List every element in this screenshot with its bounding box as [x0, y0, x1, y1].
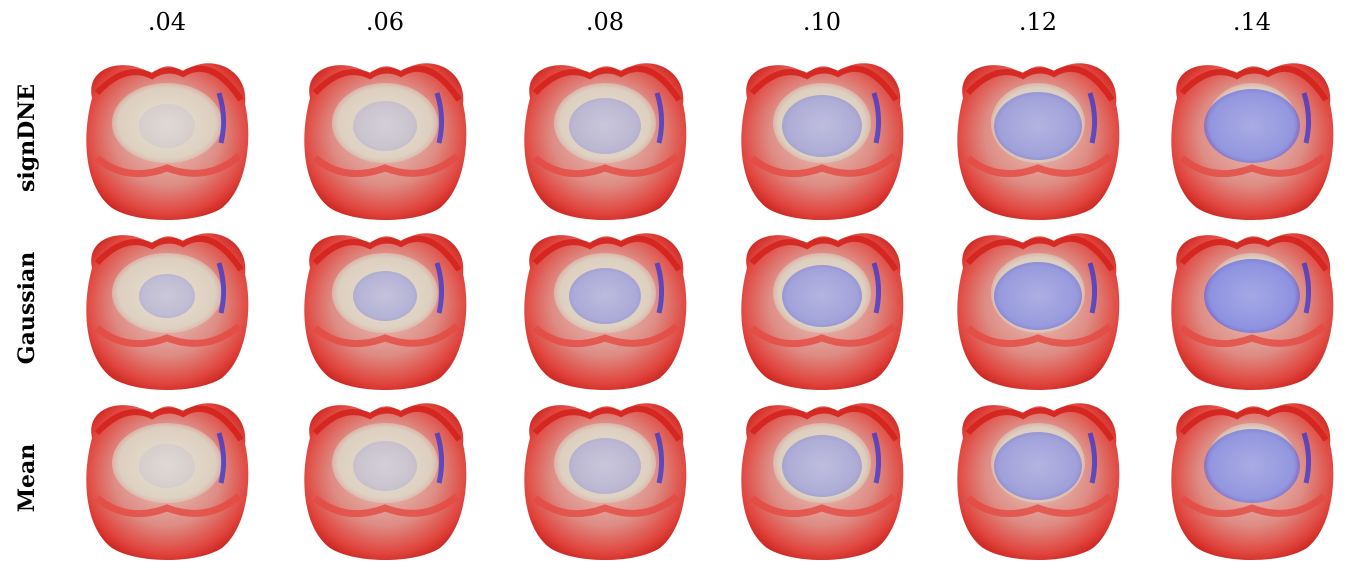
curvature-region — [139, 444, 195, 488]
tooth-render — [957, 403, 1119, 560]
tooth-render — [86, 63, 248, 220]
curvature-region — [1204, 89, 1300, 163]
tooth-render — [524, 233, 686, 390]
curvature-region — [994, 262, 1082, 330]
column-label: .08 — [586, 8, 624, 36]
curvature-region — [782, 265, 862, 327]
tooth-render — [957, 233, 1119, 390]
tooth-render — [524, 63, 686, 220]
tooth-render — [1171, 233, 1333, 390]
curvature-region — [139, 274, 195, 318]
tooth-render — [86, 233, 248, 390]
curvature-region — [1204, 259, 1300, 333]
row-label: Mean — [14, 444, 40, 513]
curvature-region — [139, 104, 195, 148]
tooth-render — [957, 63, 1119, 220]
curvature-region — [782, 95, 862, 157]
tooth-render — [86, 403, 248, 560]
page: .04.06.08.10.12.14signDNEGaussianMean ((… — [0, 0, 1345, 561]
column-label: .12 — [1019, 8, 1057, 36]
tooth-render — [304, 63, 466, 220]
curvature-region — [569, 438, 641, 494]
tooth-render — [1171, 63, 1333, 220]
tooth-render — [741, 403, 903, 560]
curvature-region — [994, 92, 1082, 160]
curvature-region — [353, 101, 417, 151]
tooth-render — [741, 63, 903, 220]
row-label: signDNE — [14, 84, 40, 192]
curvature-region — [353, 441, 417, 491]
row-label: Gaussian — [14, 252, 40, 364]
tooth-render — [1171, 403, 1333, 560]
figure: .04 .06 .08 .10 .12 .14 signDNE Gaussian Mean — [0, 0, 1345, 561]
curvature-region — [782, 435, 862, 497]
curvature-region — [1204, 429, 1300, 503]
tooth-render — [304, 403, 466, 560]
column-label: .06 — [366, 8, 404, 36]
column-label: .14 — [1233, 8, 1271, 36]
tooth-render — [741, 233, 903, 390]
tooth-render — [524, 403, 686, 560]
column-label: .10 — [803, 8, 841, 36]
curvature-region — [569, 268, 641, 324]
curvature-region — [569, 98, 641, 154]
column-label: .04 — [148, 8, 186, 36]
tooth-render — [304, 233, 466, 390]
curvature-region — [353, 271, 417, 321]
curvature-region — [994, 432, 1082, 500]
